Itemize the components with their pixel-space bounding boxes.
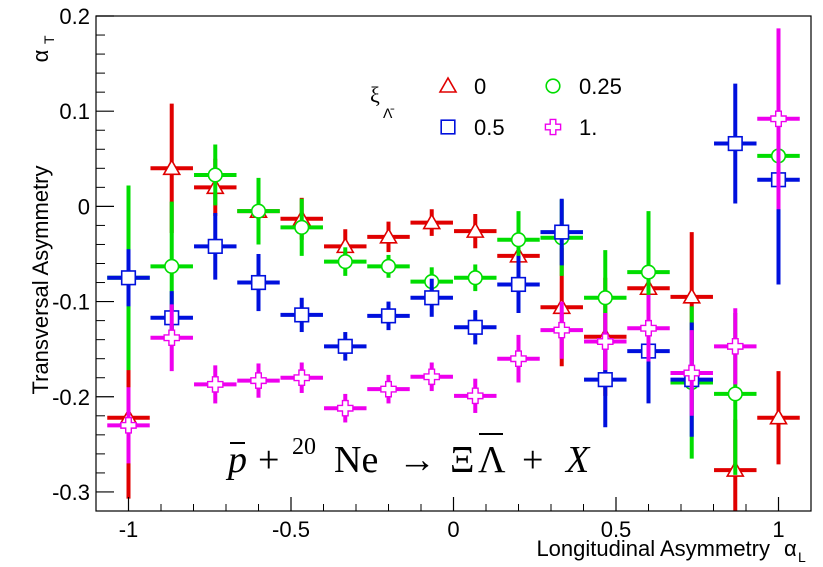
point-marker-square: [467, 319, 483, 335]
point-marker-cross: [250, 372, 267, 389]
y-tick-label: 0.1: [59, 99, 90, 124]
point-marker-cross: [640, 319, 657, 337]
point-marker-circle: [727, 386, 743, 402]
annotation-arrow: →: [398, 439, 436, 481]
point-marker-circle: [294, 219, 310, 235]
point-marker-square: [510, 276, 527, 293]
series-cross: [107, 28, 800, 464]
point-marker-circle: [337, 253, 353, 270]
point-marker-triangle: [682, 287, 702, 304]
legend-item: 0: [438, 74, 486, 99]
point-marker-circle: [545, 78, 561, 94]
axes: -0.3 -0.2 -0.1 0 0.1 0.2 -1 -0.5 0 0.5 1: [52, 4, 812, 542]
reaction-annotation: p + 20 Ne → Ξ Λ + X: [225, 433, 591, 481]
legend-item: 0.5: [440, 115, 505, 140]
point-marker-cross: [683, 364, 701, 382]
x-tick-label: -1: [119, 517, 139, 542]
point-marker-triangle: [379, 227, 398, 244]
point-marker-triangle: [438, 76, 458, 93]
y-tick-label: -0.2: [52, 385, 90, 410]
point-marker-cross: [380, 380, 397, 398]
legend-item: 1.: [544, 115, 597, 140]
point-marker-cross: [770, 110, 787, 128]
y-tick-label: -0.3: [52, 480, 90, 505]
annotation-pbar: p: [225, 439, 247, 481]
point-marker-square: [294, 307, 310, 323]
point-marker-square: [380, 308, 397, 324]
point-marker-square: [207, 238, 223, 254]
x-tick-label: -0.5: [272, 517, 310, 542]
legend-label: 1.: [579, 115, 597, 140]
point-marker-cross: [163, 329, 181, 347]
point-marker-cross: [293, 369, 311, 387]
point-marker-square: [597, 372, 613, 388]
point-marker-circle: [467, 270, 483, 286]
point-marker-cross: [206, 376, 224, 393]
point-marker-square: [120, 270, 137, 286]
point-marker-circle: [510, 232, 527, 248]
point-marker-triangle: [422, 212, 442, 230]
x-tick-label: 0.5: [601, 517, 632, 542]
x-axis-label: Longitudinal Asymmetry: [536, 536, 770, 561]
y-axis-symbol-sub: T: [41, 35, 57, 44]
y-axis-symbol: α T: [28, 35, 57, 62]
point-marker-circle: [207, 167, 223, 183]
point-marker-square: [554, 224, 570, 240]
annotation-xi: Ξ: [450, 439, 474, 481]
legend-label: 0.25: [579, 74, 622, 99]
point-marker-circle: [380, 258, 397, 274]
annotation-plus2: +: [522, 439, 543, 481]
y-axis-symbol-alpha: α: [28, 49, 53, 62]
annotation-ne: Ne: [334, 439, 378, 481]
legend-title-xi: ξ: [370, 82, 380, 107]
point-marker-cross: [553, 321, 571, 339]
point-marker-square: [337, 338, 353, 354]
y-tick-label: 0.2: [59, 4, 90, 29]
point-marker-square: [250, 274, 267, 291]
point-marker-triangle: [769, 408, 788, 425]
annotation-mass: 20: [292, 434, 316, 460]
point-marker-triangle: [465, 221, 485, 238]
legend-item: 0.25: [545, 74, 622, 99]
x-tick-label: 0: [447, 517, 459, 542]
point-marker-square: [440, 119, 456, 135]
point-marker-cross: [336, 399, 354, 417]
point-marker-square: [424, 290, 440, 306]
point-marker-cross: [423, 368, 441, 386]
point-marker-cross: [510, 350, 527, 367]
point-marker-cross: [726, 338, 744, 355]
legend: ξ Λ̄ 0 0.25 0.5 1.: [370, 74, 622, 140]
point-marker-cross: [466, 387, 484, 405]
x-tick-label: 1: [772, 517, 784, 542]
point-marker-circle: [597, 290, 613, 306]
point-marker-cross: [544, 118, 562, 136]
point-marker-cross: [120, 417, 137, 434]
x-axis-symbol-sub: L: [798, 549, 806, 565]
annotation-x: X: [564, 439, 591, 481]
point-marker-circle: [640, 264, 657, 280]
y-tick-label: 0: [78, 194, 90, 219]
point-marker-cross: [596, 333, 614, 350]
y-axis-label: Transversal Asymmetry: [28, 165, 53, 394]
legend-label: 0.5: [474, 115, 505, 140]
legend-label: 0: [474, 74, 486, 99]
point-marker-circle: [164, 258, 180, 274]
annotation-lambda: Λ: [478, 439, 506, 481]
legend-items: 0 0.25 0.5 1.: [438, 74, 622, 140]
point-marker-circle: [250, 203, 267, 219]
data-marks: [107, 28, 800, 511]
legend-title-sub: Λ̄: [383, 105, 394, 121]
x-axis-symbol-alpha: α: [784, 536, 797, 561]
point-marker-triangle: [162, 158, 182, 176]
y-tick-label: -0.1: [52, 290, 90, 315]
point-marker-square: [727, 135, 743, 152]
annotation-plus: +: [258, 439, 279, 481]
